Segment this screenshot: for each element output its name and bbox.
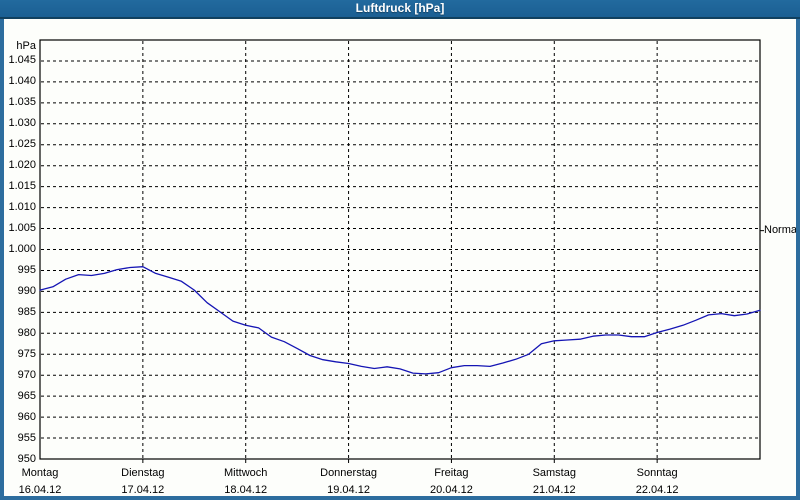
pressure-line [39, 266, 761, 375]
y-axis-tick-label: 990 [17, 284, 36, 297]
x-axis-day-label: Freitag [434, 467, 469, 479]
y-axis-tick-label: 960 [17, 410, 36, 423]
y-axis-tick-label: 1.000 [8, 243, 36, 255]
x-axis-date-label: 21.04.12 [532, 484, 576, 496]
x-axis-date-label: 18.04.12 [224, 484, 268, 496]
y-axis-tick-label: 1.020 [8, 159, 36, 172]
window-border-right [796, 19, 800, 500]
y-axis-tick-label: 975 [17, 347, 36, 360]
y-axis-tick-label: 1.045 [8, 54, 36, 67]
x-axis-day-label: Sonntag [636, 467, 678, 479]
y-axis-tick-label: 1.025 [8, 138, 36, 151]
y-axis-tick-label: 1.035 [8, 96, 36, 109]
y-axis-tick-label: 955 [17, 431, 36, 444]
x-axis-day-label: Montag [21, 467, 59, 479]
y-axis-tick-label: 1.040 [8, 75, 36, 88]
y-axis-tick-label: 980 [17, 326, 36, 339]
x-axis-date-label: 17.04.12 [121, 484, 165, 496]
x-axis-day-label: Dienstag [121, 467, 165, 479]
x-axis-day-label: Samstag [532, 467, 576, 479]
y-axis-tick-label: 1.010 [8, 201, 36, 214]
title-bar[interactable]: Luftdruck [hPa] [0, 0, 800, 19]
x-axis-day-label: Mittwoch [224, 467, 268, 479]
plot-border [39, 39, 761, 460]
y-axis-tick-label: 1.015 [8, 180, 36, 193]
window-border-left [0, 19, 4, 500]
x-axis-date-label: 20.04.12 [430, 484, 473, 496]
y-axis-tick-label: 970 [17, 368, 36, 381]
x-axis-date-label: 19.04.12 [327, 484, 370, 496]
window-title: Luftdruck [hPa] [355, 1, 445, 15]
y-axis-tick-label: 985 [17, 305, 36, 318]
x-axis-date-label: 16.04.12 [18, 484, 62, 496]
window-border-bottom [0, 496, 800, 500]
x-axis-date-label: 22.04.12 [635, 484, 679, 496]
normal-marker-label: Normal [764, 223, 800, 236]
y-axis-tick-label: 1.030 [8, 117, 36, 130]
y-axis-tick-label: 1.005 [8, 222, 36, 235]
x-axis-day-label: Donnerstag [320, 467, 377, 479]
y-axis-tick-label: 965 [17, 389, 36, 402]
y-axis-tick-label: 950 [17, 452, 36, 465]
y-axis-tick-label: 995 [17, 263, 36, 276]
y-axis-unit-label: hPa [16, 40, 36, 52]
